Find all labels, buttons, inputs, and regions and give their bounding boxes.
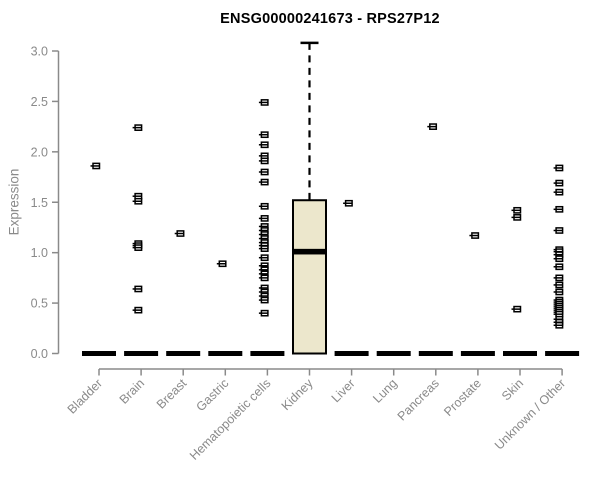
box-kidney bbox=[292, 199, 327, 355]
x-tick-label: Bladder bbox=[65, 376, 105, 416]
x-tick-label: Skin bbox=[499, 376, 526, 403]
box-collapsed-bladder bbox=[82, 351, 116, 356]
box-collapsed-gastric bbox=[208, 351, 243, 356]
x-tick-label: Breast bbox=[154, 376, 190, 412]
box-collapsed-lung bbox=[376, 351, 411, 356]
x-tick-label: Lung bbox=[370, 376, 400, 406]
y-tick-label: 0.5 bbox=[31, 297, 48, 311]
x-tick-label: Brain bbox=[117, 376, 148, 407]
y-tick-label: 3.0 bbox=[31, 45, 48, 59]
chart-title: ENSG00000241673 - RPS27P12 bbox=[220, 11, 440, 27]
y-tick-label: 1.0 bbox=[31, 246, 48, 260]
x-tick-label: Liver bbox=[329, 376, 358, 405]
y-tick-label: 2.5 bbox=[31, 95, 48, 109]
box-collapsed-breast bbox=[166, 351, 201, 356]
y-tick-label: 2.0 bbox=[31, 145, 48, 159]
box-collapsed-pancreas bbox=[418, 351, 453, 356]
y-tick-label: 0.0 bbox=[31, 347, 48, 361]
box-collapsed-prostate bbox=[460, 351, 495, 356]
box-collapsed-unknown-other bbox=[545, 351, 580, 356]
x-tick-label: Gastric bbox=[194, 376, 232, 414]
y-tick-label: 1.5 bbox=[31, 196, 48, 210]
x-tick-label: Hematopoietic cells bbox=[187, 376, 274, 463]
box-collapsed-hematopoietic-cells bbox=[250, 351, 285, 356]
x-tick-label: Kidney bbox=[279, 376, 316, 413]
x-tick-label: Prostate bbox=[441, 376, 484, 419]
box-collapsed-skin bbox=[503, 351, 537, 356]
box-collapsed-liver bbox=[334, 351, 369, 356]
box-collapsed-brain bbox=[124, 351, 159, 356]
x-tick-label: Pancreas bbox=[395, 376, 442, 423]
median-line-kidney bbox=[293, 248, 326, 255]
